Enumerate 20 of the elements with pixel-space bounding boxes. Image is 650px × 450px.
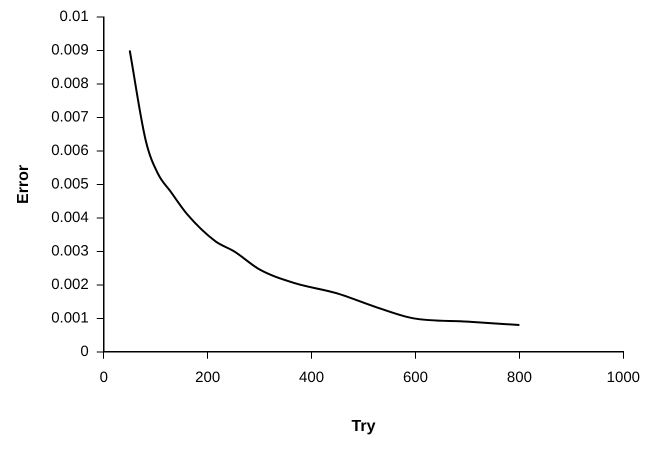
y-tick-label: 0: [80, 342, 89, 360]
x-tick-label: 600: [402, 368, 428, 386]
x-tick-label: 0: [100, 368, 108, 386]
y-tick-label: 0.008: [51, 75, 89, 92]
y-tick-label: 0.01: [60, 8, 89, 26]
y-tick-label: 0.009: [51, 42, 89, 59]
line-series: [128, 49, 520, 326]
y-tick-label: 0.001: [51, 309, 89, 326]
y-tick-label: 0.006: [51, 142, 89, 160]
x-axis-title: Try: [352, 418, 376, 435]
x-tick-label: 200: [195, 368, 220, 386]
x-tick-label: 800: [506, 368, 532, 386]
y-tick-label: 0.002: [51, 276, 89, 293]
y-tick-label: 0.005: [51, 176, 89, 193]
x-tick-label: 400: [299, 368, 324, 386]
y-tick-label: 0.004: [51, 209, 89, 226]
y-tick-label: 0.007: [51, 108, 89, 126]
y-tick-label: 0.003: [51, 242, 89, 260]
y-axis-title: Error: [15, 164, 32, 204]
x-tick-label: 1000: [606, 368, 640, 386]
